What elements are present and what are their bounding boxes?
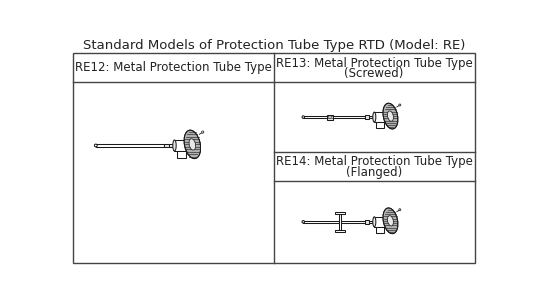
Ellipse shape (186, 140, 189, 151)
Bar (335, 230, 345, 232)
Bar (374, 217, 386, 227)
Bar (376, 227, 384, 233)
Text: (Screwed): (Screwed) (345, 67, 404, 80)
Ellipse shape (387, 216, 393, 226)
Bar (164, 143, 169, 147)
Ellipse shape (373, 217, 376, 227)
Ellipse shape (185, 131, 200, 158)
Bar (174, 140, 188, 151)
Bar (96, 144, 164, 147)
Text: Standard Models of Protection Tube Type RTD (Model: RE): Standard Models of Protection Tube Type … (83, 39, 465, 52)
Ellipse shape (189, 139, 196, 150)
Bar (365, 220, 369, 223)
Ellipse shape (328, 116, 331, 118)
Bar (365, 115, 369, 119)
Ellipse shape (387, 111, 393, 121)
Text: RE14: Metal Protection Tube Type: RE14: Metal Protection Tube Type (276, 155, 472, 168)
Text: RE13: Metal Protection Tube Type: RE13: Metal Protection Tube Type (276, 57, 472, 70)
Bar (303, 116, 365, 118)
Bar (376, 122, 384, 128)
Ellipse shape (302, 116, 304, 118)
Ellipse shape (383, 103, 398, 129)
Bar (369, 220, 374, 223)
Text: (Flanged): (Flanged) (346, 166, 402, 179)
Ellipse shape (385, 112, 388, 122)
Ellipse shape (184, 130, 201, 159)
Ellipse shape (399, 104, 401, 106)
Ellipse shape (202, 131, 204, 133)
Bar (177, 151, 186, 158)
Ellipse shape (373, 112, 376, 122)
Ellipse shape (94, 144, 97, 147)
Ellipse shape (384, 104, 398, 128)
Text: RE12: Metal Protection Tube Type: RE12: Metal Protection Tube Type (75, 61, 272, 74)
Bar (327, 114, 333, 120)
Ellipse shape (173, 140, 176, 151)
Ellipse shape (302, 220, 304, 223)
Ellipse shape (399, 209, 401, 211)
Ellipse shape (383, 208, 398, 234)
Bar (374, 112, 386, 122)
Bar (169, 144, 174, 147)
Bar (369, 116, 374, 118)
Bar (303, 220, 365, 223)
Ellipse shape (385, 217, 388, 227)
Ellipse shape (384, 208, 398, 233)
Bar (335, 212, 345, 214)
Bar (339, 212, 341, 232)
